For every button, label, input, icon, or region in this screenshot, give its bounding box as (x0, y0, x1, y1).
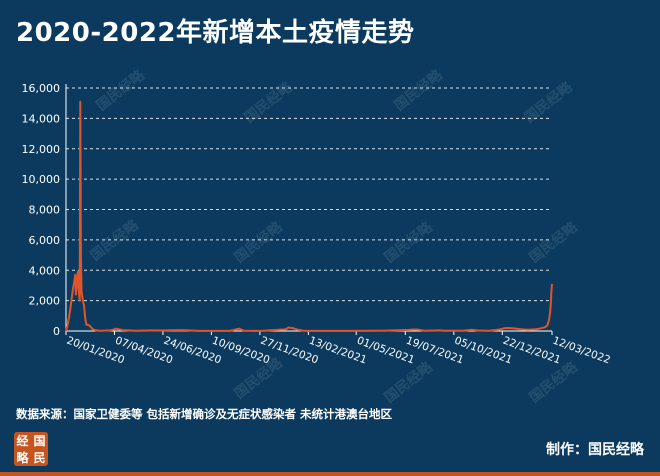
y-tick-label: 12,000 (22, 143, 61, 156)
logo-char: 略 (16, 450, 29, 465)
chart-title: 2020-2022年新增本土疫情走势 (16, 18, 415, 48)
y-tick-label: 14,000 (22, 112, 61, 125)
y-tick-label: 16,000 (22, 82, 61, 95)
y-tick-label: 6,000 (29, 234, 61, 247)
y-tick-label: 4,000 (29, 264, 61, 277)
credit-text: 制作：国民经略 (546, 442, 644, 458)
bottom-accent-bar (0, 472, 660, 476)
brand-logo: 经 国 略 民 (14, 432, 48, 466)
y-tick-label: 2,000 (29, 295, 61, 308)
y-tick-label: 8,000 (29, 204, 61, 217)
x-tick-label: 12/03/2022 (551, 335, 612, 367)
logo-char: 经 (16, 433, 29, 448)
series-line (65, 100, 553, 332)
logo-char: 国 (33, 433, 46, 448)
y-tick-label: 10,000 (22, 173, 61, 186)
line-chart: 0 2,000 4,000 6,000 8,000 10,000 12,000 14,000 1… (22, 82, 612, 367)
source-note: 数据来源：国家卫健委等 包括新增确诊及无症状感染者 未统计港澳台地区 (16, 407, 393, 421)
y-tick-label: 0 (53, 325, 60, 338)
logo-char: 民 (33, 450, 46, 465)
